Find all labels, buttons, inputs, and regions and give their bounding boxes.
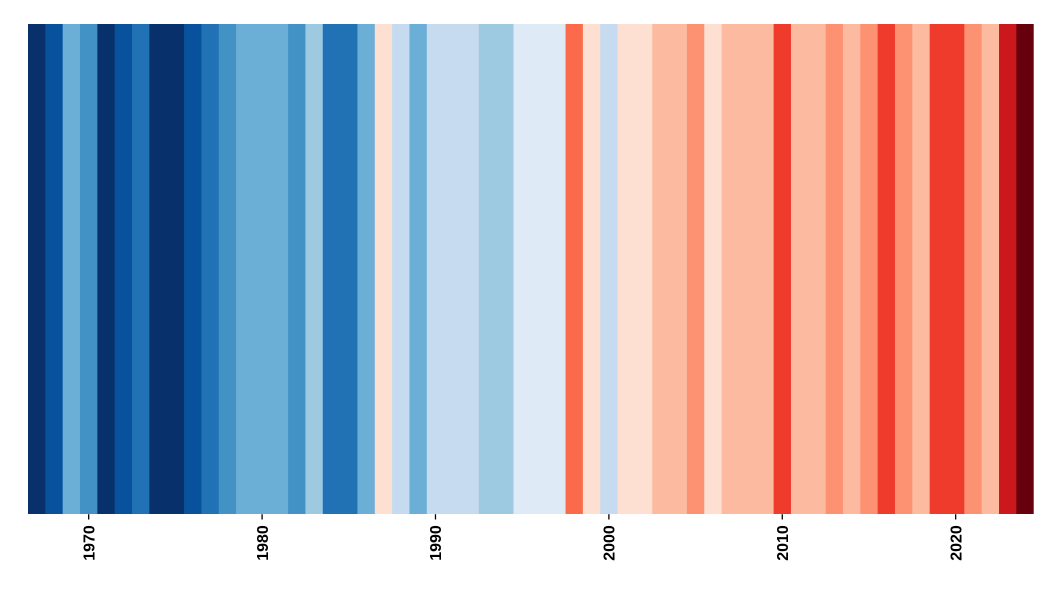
svg-text:2020: 2020 [948, 525, 965, 561]
svg-text:1990: 1990 [428, 525, 445, 561]
svg-text:1970: 1970 [81, 525, 98, 561]
svg-text:2010: 2010 [775, 525, 792, 561]
svg-text:1980: 1980 [255, 525, 272, 561]
svg-text:2000: 2000 [602, 525, 619, 561]
